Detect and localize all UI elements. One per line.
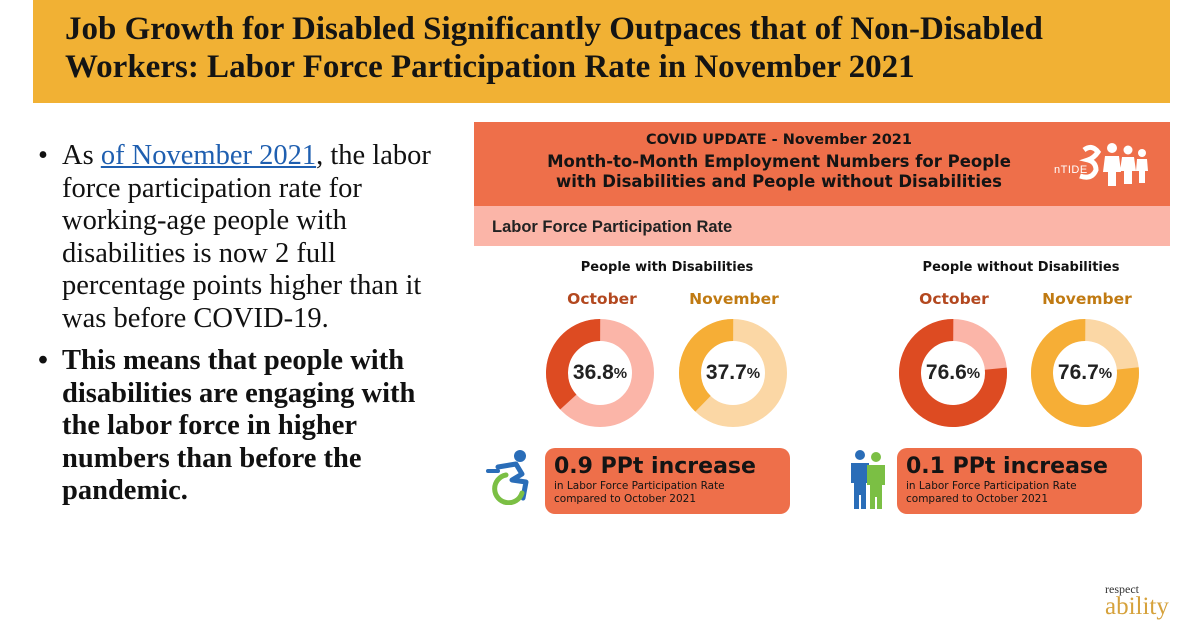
donut-value: 76.6 xyxy=(925,361,967,384)
bullet-dot: • xyxy=(38,345,48,376)
donut-unit: % xyxy=(613,364,628,382)
change-note-line-2: compared to October 2021 xyxy=(554,493,697,505)
donut-ring xyxy=(1031,319,1139,427)
change-note-line-2: compared to October 2021 xyxy=(906,493,1049,505)
donut-ring xyxy=(546,319,654,427)
ntide-logo-text: nTIDE xyxy=(1054,164,1088,176)
donut-unit: % xyxy=(746,364,761,382)
donut-value: 36.8 xyxy=(572,361,614,384)
month-label-november: November xyxy=(689,290,779,308)
brand-bottom-text: ability xyxy=(1105,593,1169,620)
bullet-1-prefix: As xyxy=(62,140,101,171)
brand-top-text: respect xyxy=(1105,582,1139,596)
people-group-icon xyxy=(1079,143,1148,186)
ntide-logo: nTIDE xyxy=(1054,138,1154,190)
bullet-item-2: • This means that people with disabiliti… xyxy=(38,345,458,508)
change-note-line-1: in Labor Force Participation Rate xyxy=(906,480,1077,492)
month-label-october: October xyxy=(567,290,637,308)
donut-value-arc xyxy=(546,319,654,427)
bullet-dot: • xyxy=(38,140,48,171)
donut-value-label: 37.7% xyxy=(678,318,788,428)
group-title-no-disabilities: People without Disabilities xyxy=(922,260,1120,275)
donut-no-disabilities-october: 76.6% xyxy=(898,318,1008,428)
month-label-november: November xyxy=(1042,290,1132,308)
bullet-2-text: This means that people with disabilities… xyxy=(62,345,416,506)
month-label-october: October xyxy=(919,290,989,308)
change-card-no-disabilities: 0.1 PPt increase in Labor Force Particip… xyxy=(897,448,1142,514)
change-value: 0.1 PPt increase xyxy=(906,454,1108,479)
page-title-line-1: Job Growth for Disabled Significantly Ou… xyxy=(65,11,1043,47)
bullet-item-1: • As of November 2021, the labor force p… xyxy=(38,140,458,335)
donut-unit: % xyxy=(1098,364,1113,382)
panel-heading-update: COVID UPDATE - November 2021 xyxy=(646,132,912,148)
panel-header: COVID UPDATE - November 2021 Month-to-Mo… xyxy=(474,122,1170,206)
page-title-line-2: Workers: Labor Force Participation Rate … xyxy=(65,49,915,85)
infographic-panel: COVID UPDATE - November 2021 Month-to-Mo… xyxy=(474,122,1170,246)
donut-unit: % xyxy=(966,364,981,382)
bullet-list: • As of November 2021, the labor force p… xyxy=(38,140,458,508)
donut-ring xyxy=(899,319,1007,427)
accessible-wheelchair-icon xyxy=(486,450,529,505)
panel-heading-line-3: with Disabilities and People without Dis… xyxy=(555,172,1002,191)
panel-heading-title: Month-to-Month Employment Numbers for Pe… xyxy=(474,152,1084,192)
two-people-icon xyxy=(851,450,885,509)
bullet-1-text: , the labor force participation rate for… xyxy=(62,140,431,334)
donut-disabilities-november: 37.7% xyxy=(678,318,788,428)
donut-value-arc xyxy=(899,319,1007,427)
donut-ring xyxy=(679,319,788,427)
respectability-logo: respect ability xyxy=(1105,583,1195,620)
group-title-disabilities: People with Disabilities xyxy=(580,260,754,275)
donut-value: 37.7 xyxy=(705,361,747,384)
donut-value-label: 76.6% xyxy=(898,318,1008,428)
change-value: 0.9 PPt increase xyxy=(554,454,756,479)
donut-value-label: 76.7% xyxy=(1030,318,1140,428)
donut-value-label: 36.8% xyxy=(545,318,655,428)
donut-value: 76.7 xyxy=(1057,361,1099,384)
november-2021-link[interactable]: of November 2021 xyxy=(100,140,317,171)
panel-subheading: Labor Force Participation Rate xyxy=(474,206,1170,246)
donut-disabilities-october: 36.8% xyxy=(545,318,655,428)
title-banner: Job Growth for Disabled Significantly Ou… xyxy=(33,0,1170,103)
panel-heading-line-2: Month-to-Month Employment Numbers for Pe… xyxy=(547,152,1011,171)
change-card-disabilities: 0.9 PPt increase in Labor Force Particip… xyxy=(545,448,790,514)
change-note-line-1: in Labor Force Participation Rate xyxy=(554,480,725,492)
donut-no-disabilities-november: 76.7% xyxy=(1030,318,1140,428)
